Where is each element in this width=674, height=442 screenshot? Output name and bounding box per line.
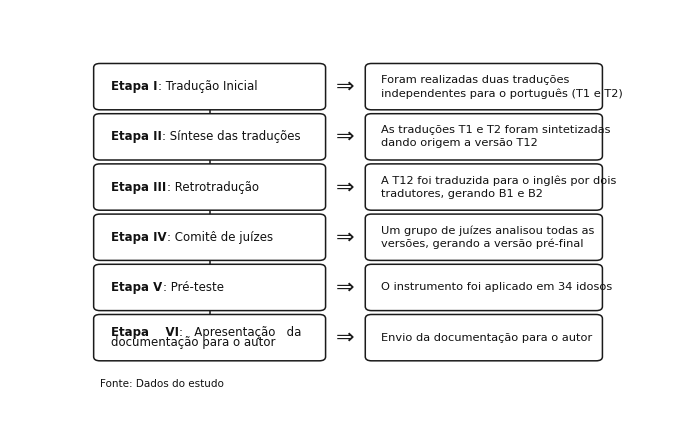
Text: : Comitê de juízes: : Comitê de juízes [167, 231, 273, 244]
Text: : Retrotradução: : Retrotradução [166, 180, 259, 194]
Text: documentação para o autor: documentação para o autor [111, 336, 276, 349]
Text: O instrumento foi aplicado em 34 idosos: O instrumento foi aplicado em 34 idosos [381, 282, 612, 293]
Text: ⇒: ⇒ [336, 328, 355, 348]
Text: :   Apresentação   da: : Apresentação da [179, 326, 302, 339]
Text: Etapa IV: Etapa IV [111, 231, 167, 244]
FancyBboxPatch shape [94, 164, 326, 210]
FancyBboxPatch shape [94, 64, 326, 110]
FancyBboxPatch shape [94, 264, 326, 311]
Text: ⇒: ⇒ [336, 177, 355, 197]
Text: Etapa V: Etapa V [111, 281, 162, 294]
Text: ⇒: ⇒ [336, 227, 355, 247]
Text: Envio da documentação para o autor: Envio da documentação para o autor [381, 333, 592, 343]
Text: : Pré-teste: : Pré-teste [162, 281, 224, 294]
Text: ⇒: ⇒ [336, 278, 355, 297]
FancyBboxPatch shape [94, 315, 326, 361]
Text: Etapa III: Etapa III [111, 180, 166, 194]
FancyBboxPatch shape [94, 214, 326, 260]
FancyBboxPatch shape [365, 264, 603, 311]
Text: A T12 foi traduzida para o inglês por dois
tradutores, gerando B1 e B2: A T12 foi traduzida para o inglês por do… [381, 175, 616, 199]
Text: Fonte: Dados do estudo: Fonte: Dados do estudo [100, 379, 224, 389]
Text: Um grupo de juízes analisou todas as
versões, gerando a versão pré-final: Um grupo de juízes analisou todas as ver… [381, 225, 594, 249]
FancyBboxPatch shape [365, 64, 603, 110]
Text: Foram realizadas duas traduções
independentes para o português (T1 e T2): Foram realizadas duas traduções independ… [381, 75, 623, 99]
Text: : Tradução Inicial: : Tradução Inicial [158, 80, 257, 93]
FancyBboxPatch shape [365, 114, 603, 160]
FancyBboxPatch shape [94, 114, 326, 160]
FancyBboxPatch shape [365, 315, 603, 361]
FancyBboxPatch shape [365, 214, 603, 260]
Text: Etapa I: Etapa I [111, 80, 158, 93]
FancyBboxPatch shape [365, 164, 603, 210]
Text: ⇒: ⇒ [336, 76, 355, 97]
Text: Etapa    VI: Etapa VI [111, 326, 179, 339]
Text: ⇒: ⇒ [336, 127, 355, 147]
Text: : Síntese das traduções: : Síntese das traduções [162, 130, 301, 143]
Text: Etapa II: Etapa II [111, 130, 162, 143]
Text: As traduções T1 e T2 foram sintetizadas
dando origem a versão T12: As traduções T1 e T2 foram sintetizadas … [381, 125, 611, 149]
